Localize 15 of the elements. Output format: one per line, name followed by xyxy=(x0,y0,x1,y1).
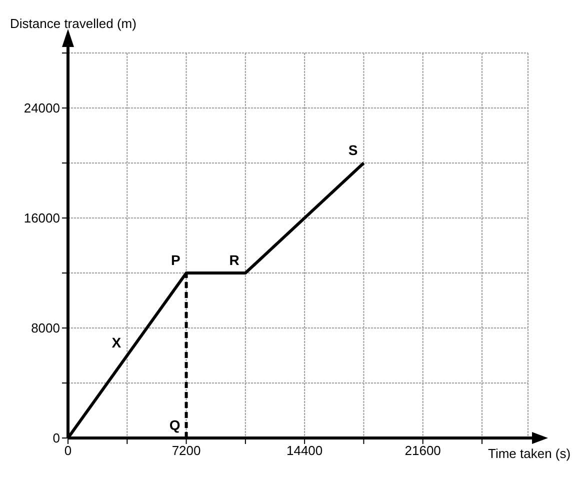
y-axis-title: Distance travelled (m) xyxy=(10,16,136,31)
annotation: S xyxy=(348,142,358,158)
x-tick-label: 0 xyxy=(64,443,72,458)
x-axis-title: Time taken (s) xyxy=(488,446,571,461)
x-tick-label: 14400 xyxy=(286,443,323,458)
x-tick-label: 21600 xyxy=(404,443,441,458)
y-tick-label: 0 xyxy=(52,430,60,446)
y-tick-label: 24000 xyxy=(24,100,60,116)
annotation: P xyxy=(170,252,180,268)
annotation: X xyxy=(112,334,122,350)
y-tick-label: 16000 xyxy=(24,210,60,226)
annotation: R xyxy=(229,252,240,268)
y-tick-label: 8000 xyxy=(31,320,60,336)
annotation: Q xyxy=(169,417,180,433)
x-tick-label: 7200 xyxy=(172,443,201,458)
